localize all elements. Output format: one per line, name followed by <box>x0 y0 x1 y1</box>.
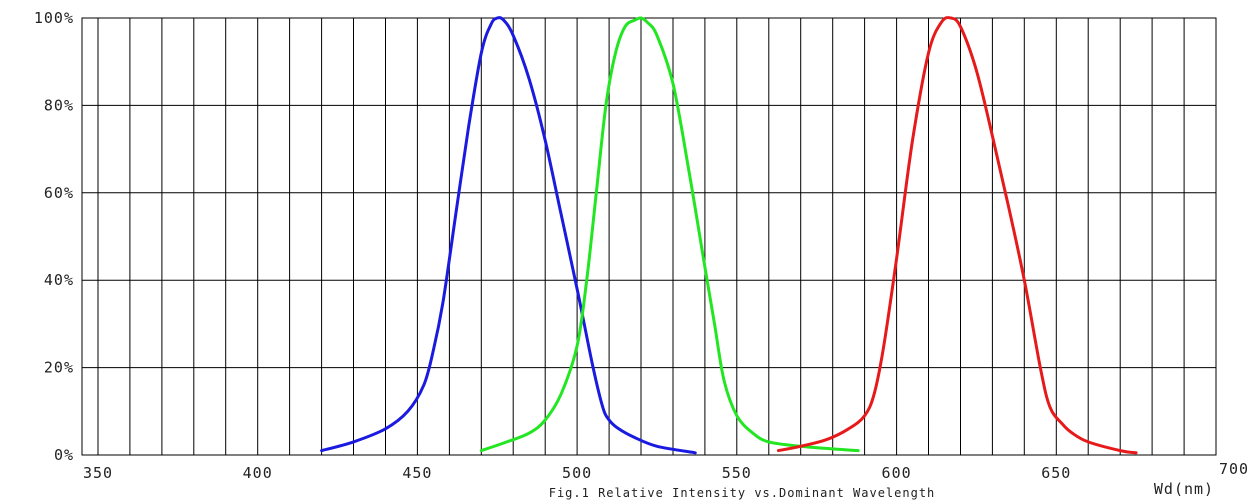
x-tick-label: 600 <box>882 464 912 482</box>
figure-caption: Fig.1 Relative Intensity vs.Dominant Wav… <box>549 486 936 500</box>
y-tick-label: 80% <box>44 96 74 114</box>
y-tick-label: 100% <box>34 9 74 27</box>
y-tick-labels: 0% 20% 40% 60% 80% 100% <box>34 9 74 464</box>
plot-frame <box>81 17 1217 456</box>
x-tick-label: 650 <box>1041 464 1071 482</box>
y-tick-label: 20% <box>44 359 74 377</box>
x-tick-label: 350 <box>83 464 113 482</box>
y-tick-label: 60% <box>44 184 74 202</box>
red-curve <box>776 16 1138 455</box>
green-curve <box>479 16 860 453</box>
x-tick-label: 550 <box>722 464 752 482</box>
x-axis-unit-label: Wd(nm) <box>1154 480 1214 498</box>
x-tick-label: 700 <box>1219 460 1247 478</box>
blue-curve <box>320 16 697 455</box>
y-tick-label: 40% <box>44 271 74 289</box>
x-tick-labels: 350 400 450 500 550 600 650 700 <box>83 460 1247 482</box>
x-tick-label: 450 <box>402 464 432 482</box>
x-tick-label: 500 <box>562 464 592 482</box>
intensity-curves <box>320 16 1138 455</box>
grid-lines <box>81 17 1217 456</box>
y-tick-label: 0% <box>54 446 74 464</box>
x-tick-label: 400 <box>243 464 273 482</box>
